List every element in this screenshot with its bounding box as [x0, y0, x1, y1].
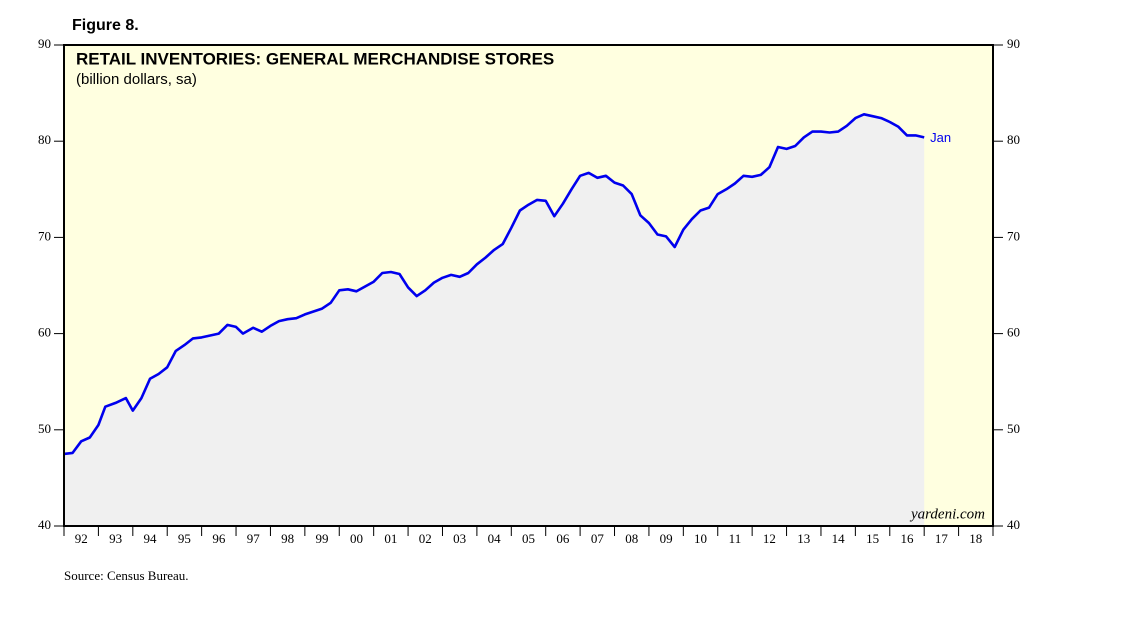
chart-subtitle: (billion dollars, sa): [76, 71, 197, 88]
figure-label: Figure 8.: [72, 17, 139, 34]
x-tick-label: 05: [522, 531, 535, 546]
chart-title: RETAIL INVENTORIES: GENERAL MERCHANDISE …: [76, 49, 554, 68]
x-tick-label: 17: [935, 531, 949, 546]
y-tick-label: 80: [38, 132, 51, 147]
y-tick-label: 50: [38, 421, 51, 436]
area: [64, 114, 925, 527]
y-tick-label: 90: [38, 36, 51, 51]
x-tick-label: 00: [350, 531, 363, 546]
plot-frame: [63, 44, 994, 527]
y2-tick-label: 80: [1007, 132, 1020, 147]
x-tick-label: 06: [556, 531, 570, 546]
line: [63, 113, 925, 456]
x-tick-label: 08: [625, 531, 638, 546]
y-tick-label: 40: [38, 517, 51, 532]
x-tick-label: 14: [832, 531, 846, 546]
y-tick-label: 60: [38, 325, 51, 340]
y2-tick-label: 50: [1007, 421, 1020, 436]
y2-tick-label: 60: [1007, 325, 1020, 340]
source-note: Source: Census Bureau.: [64, 568, 189, 583]
y-tick-label: 70: [38, 228, 51, 243]
x-tick-label: 18: [969, 531, 982, 546]
x-tick-label: 10: [694, 531, 707, 546]
x-tick-label: 02: [419, 531, 432, 546]
x-tick-label: 13: [797, 531, 810, 546]
y2-tick-label: 40: [1007, 517, 1020, 532]
x-tick-label: 07: [591, 531, 605, 546]
x-tick-label: 98: [281, 531, 294, 546]
x-tick-label: 97: [247, 531, 261, 546]
x-tick-label: 95: [178, 531, 191, 546]
x-tick-label: 04: [488, 531, 502, 546]
x-tick-label: 96: [212, 531, 226, 546]
x-tick-label: 93: [109, 531, 122, 546]
x-tick-label: 01: [384, 531, 397, 546]
y2-tick-label: 70: [1007, 228, 1020, 243]
x-tick-label: 09: [660, 531, 673, 546]
x-tick-label: 16: [900, 531, 914, 546]
x-tick-label: 94: [144, 531, 158, 546]
x-tick-label: 15: [866, 531, 879, 546]
x-tick-label: 12: [763, 531, 776, 546]
x-tick-label: 99: [316, 531, 329, 546]
watermark: yardeni.com: [909, 506, 985, 522]
y2-tick-label: 90: [1007, 36, 1020, 51]
end-label: Jan: [930, 130, 951, 145]
x-tick-label: 11: [729, 531, 742, 546]
x-tick-label: 92: [75, 531, 88, 546]
x-tick-label: 03: [453, 531, 466, 546]
